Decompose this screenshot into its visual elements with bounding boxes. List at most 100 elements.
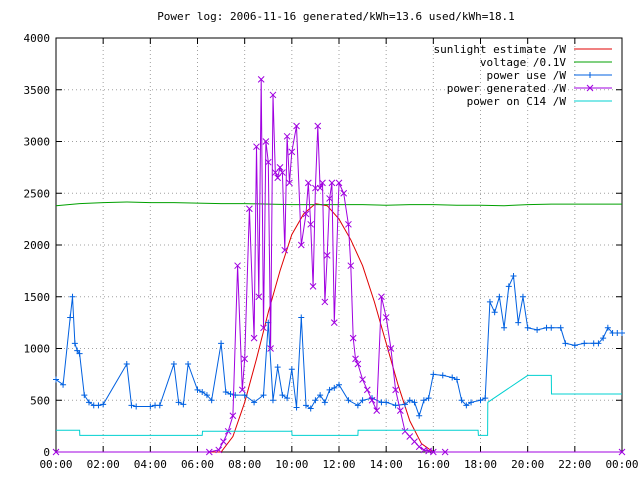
data-point [267,345,274,352]
legend-label: sunlight estimate /W [434,43,567,56]
data-point [354,360,362,368]
y-tick-label: 2000 [24,239,51,252]
data-point [180,401,187,408]
data-point [86,399,93,406]
legend-marker [587,72,593,78]
series-line [55,274,622,418]
data-point [420,397,427,404]
data-point [246,205,253,213]
data-point [262,138,270,145]
data-point [281,246,289,254]
data-point [406,397,413,404]
data-point [302,402,309,409]
data-point [314,122,322,130]
data-point [326,386,333,393]
data-point [220,438,227,446]
data-point [238,386,246,394]
x-tick-label: 18:00 [464,458,497,471]
data-point [288,366,295,373]
data-point [330,319,338,326]
data-point [496,293,503,300]
data-point [425,395,432,402]
data-point [321,298,329,306]
data-point [319,179,326,187]
data-point [441,448,449,456]
data-point [52,448,60,456]
data-point [524,324,531,331]
series-line [56,374,622,436]
data-point [477,397,484,404]
data-point [312,184,319,192]
data-point [279,392,286,399]
series-3 [52,76,626,456]
data-point [354,402,361,409]
data-point [463,402,470,409]
data-point [392,402,399,409]
data-point [284,395,291,402]
data-point [307,220,315,228]
data-point [76,350,83,357]
chart-title: Power log: 2006-11-16 generated/kWh=13.6… [157,10,515,23]
data-point [387,345,395,352]
y-tick-label: 4000 [24,32,51,45]
data-point [340,189,348,197]
data-point [95,402,102,409]
data-point [347,262,355,270]
y-tick-label: 1500 [24,291,51,304]
data-point [241,392,248,399]
data-point [571,342,578,349]
data-point [253,143,260,151]
data-point [286,179,293,187]
data-point [74,347,81,354]
data-point [373,407,381,414]
series-0 [56,203,622,453]
data-point [562,340,569,347]
data-point [321,399,328,406]
data-point [349,334,357,342]
data-point [100,401,107,408]
data-point [328,179,336,187]
data-point [279,169,286,176]
data-point [128,402,135,409]
data-point [269,91,277,99]
x-tick-label: 10:00 [275,458,308,471]
legend-label: power on C14 /W [467,95,567,108]
data-point [345,397,352,404]
data-point [304,179,312,187]
data-point [234,262,241,270]
data-point [53,376,59,383]
data-point [264,158,272,166]
data-point [170,361,177,368]
data-point [194,386,201,393]
axes: 0 500 1000 1500 2000 2500 3000 3500 4000 00:00 02:… [24,32,639,471]
legend-label: power use /W [487,69,567,82]
y-tick-label: 0 [43,446,50,459]
data-point [486,298,493,305]
data-point [227,391,234,398]
data-point [71,340,78,347]
data-point [352,355,359,363]
data-point [363,386,371,394]
data-point [203,392,210,399]
data-point [269,397,276,404]
data-point [519,293,526,300]
data-point [218,340,225,347]
data-point [458,397,465,404]
series-1 [55,201,622,207]
data-point [335,179,343,187]
data-point [345,220,352,228]
data-point [382,314,390,321]
data-point [257,76,265,83]
data-point [557,324,564,331]
data-point [430,371,437,378]
data-point [326,195,333,202]
data-point [260,324,267,332]
y-tick-label: 3000 [24,136,51,149]
legend-label: voltage /0.1V [480,56,566,69]
data-point [491,309,498,316]
y-tick-label: 2500 [24,187,51,200]
data-point [449,374,456,381]
data-point [600,335,607,342]
